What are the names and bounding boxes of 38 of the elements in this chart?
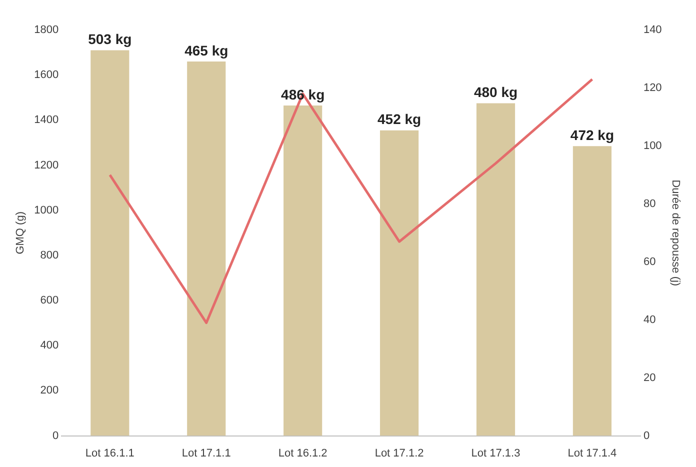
x-tick-label: Lot 17.1.3 [471, 447, 520, 460]
bar [572, 146, 612, 436]
y2-tick-label: 120 [643, 82, 662, 94]
y2-tick-label: 40 [643, 314, 656, 326]
x-tick-label: Lot 16.1.1 [85, 447, 134, 460]
bar [380, 130, 419, 436]
y-tick-label: 1000 [34, 204, 59, 216]
y-tick-label: 1800 [34, 24, 59, 36]
y-tick-label: 0 [52, 430, 59, 442]
bar [187, 62, 226, 436]
y-tick-label: 1600 [34, 69, 59, 82]
annotation: 452 kg [377, 111, 422, 128]
y2-tick-label: 0 [643, 430, 650, 442]
y-tick-label: 1400 [34, 114, 59, 126]
annotation: 472 kg [570, 126, 614, 143]
x-tick-label: Lot 16.1.2 [278, 447, 328, 460]
y-tick-label: 600 [40, 294, 59, 307]
x-tick-label: Lot 17.1.1 [182, 447, 231, 460]
annotation: 480 kg [474, 84, 518, 100]
y-tick-label: 400 [40, 340, 59, 352]
y2-tick-label: 140 [643, 24, 662, 36]
annotation: 465 kg [184, 42, 228, 58]
y2-tick-label: 20 [643, 372, 656, 384]
y2-tick-label: 80 [643, 198, 656, 210]
x-tick-label: Lot 17.1.4 [568, 447, 617, 460]
y2-tick-label: 60 [643, 256, 656, 268]
y-axis-title: GMQ (g) [14, 212, 27, 254]
annotation: 503 kg [88, 31, 132, 48]
bar [476, 103, 516, 436]
annotation: 486 kg [281, 86, 325, 102]
y2-tick-label: 100 [643, 140, 662, 152]
y-tick-label: 200 [40, 384, 59, 397]
y2-axis-title: Durée de repousse (j) [669, 180, 682, 286]
x-tick-label: Lot 17.1.2 [374, 447, 424, 460]
y-tick-label: 800 [40, 249, 59, 262]
bar [284, 106, 322, 436]
y-tick-label: 1200 [34, 159, 59, 172]
bar [90, 50, 130, 436]
